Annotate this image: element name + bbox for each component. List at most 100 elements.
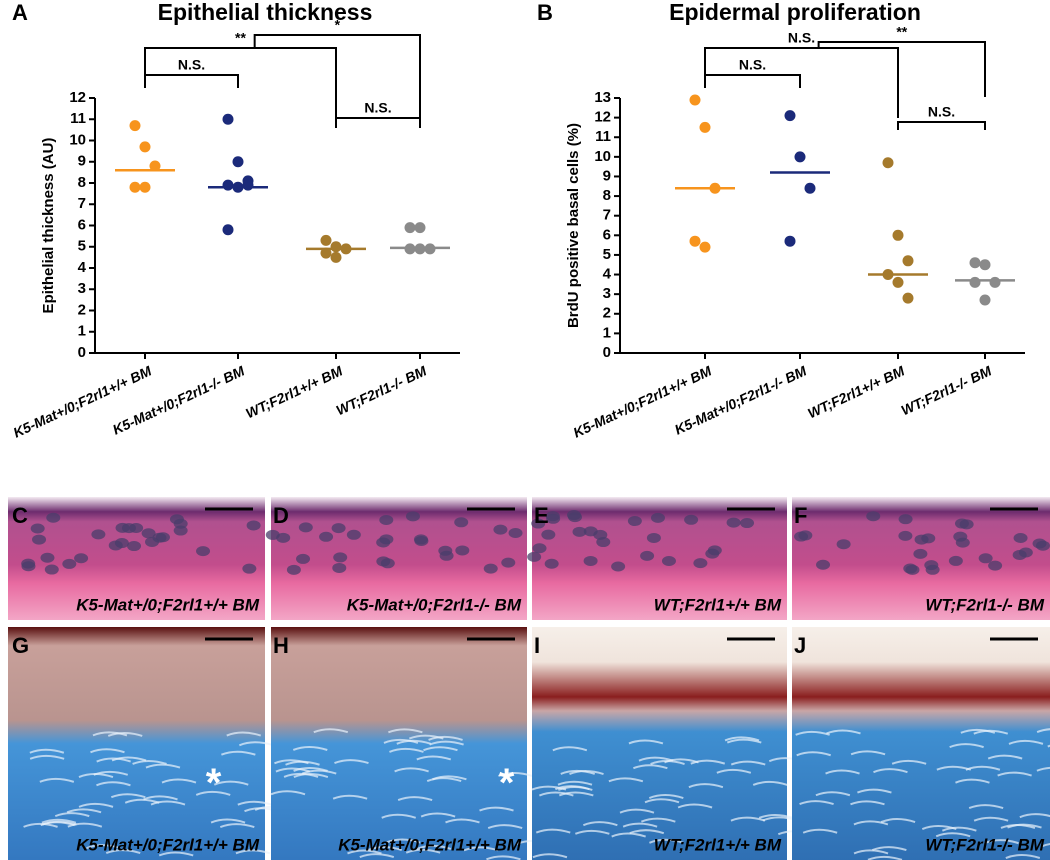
fiber [730, 760, 766, 766]
fiber [195, 790, 231, 796]
y-tick-label: 13 [594, 89, 611, 106]
panel-letter: J [794, 633, 806, 658]
fiber [825, 769, 860, 775]
fiber [611, 832, 646, 838]
fiber [293, 773, 329, 778]
fiber [891, 759, 927, 765]
panel-caption: K5-Mat+/0;F2rl1-/- BM [347, 595, 522, 614]
panel-caption: WT;F2rl1-/- BM [925, 595, 1045, 614]
fiber [973, 729, 1009, 735]
fiber [219, 823, 255, 829]
data-point [804, 182, 816, 194]
fiber [608, 777, 644, 783]
data-point [709, 182, 721, 194]
nucleus [501, 557, 516, 568]
marker: * [499, 761, 515, 805]
panel-letter: B [537, 0, 553, 25]
fiber [535, 828, 571, 834]
nucleus [21, 561, 36, 572]
fiber [973, 816, 1009, 822]
fiber [716, 768, 752, 774]
data-point [699, 121, 711, 133]
fiber [640, 817, 676, 823]
data-point [242, 179, 254, 191]
fiber [531, 785, 567, 791]
fiber [416, 844, 452, 850]
fiber [388, 728, 423, 734]
fiber [235, 849, 271, 855]
data-point [222, 113, 234, 125]
significance-label: ** [896, 24, 907, 40]
data-point [222, 224, 234, 236]
y-tick-label: 7 [78, 195, 86, 212]
data-point [989, 276, 1001, 288]
fiber [389, 747, 424, 753]
data-point [969, 257, 981, 269]
y-tick-label: 11 [70, 110, 86, 127]
fiber [554, 785, 590, 791]
nucleus [455, 545, 470, 556]
micrograph [271, 497, 527, 620]
fiber [633, 764, 668, 770]
data-point [902, 292, 914, 304]
chart-title: Epidermal proliferation [669, 0, 921, 25]
significance-bracket [253, 34, 421, 118]
fiber [629, 829, 665, 835]
panel-letter: F [794, 503, 807, 528]
y-tick-label: 8 [603, 187, 611, 204]
nucleus [145, 536, 160, 547]
nucleus [816, 559, 831, 570]
fiber [936, 765, 972, 771]
fiber [677, 803, 713, 809]
fiber [110, 793, 146, 799]
nucleus [331, 523, 346, 534]
fiber [67, 822, 103, 828]
nucleus [196, 546, 211, 557]
nucleus [32, 534, 47, 545]
nucleus [91, 529, 106, 540]
fiber [283, 772, 319, 778]
fiber [93, 770, 129, 776]
nucleus [905, 564, 920, 575]
fiber [560, 769, 596, 775]
histology-panel: G K5-Mat+/0;F2rl1+/+ BM * [8, 627, 290, 860]
histology-panel: D K5-Mat+/0;F2rl1-/- BM [265, 497, 527, 620]
fiber [558, 791, 594, 797]
fiber [949, 743, 984, 749]
fiber [873, 768, 908, 774]
nucleus [1012, 549, 1027, 560]
nucleus [978, 553, 993, 564]
fiber [935, 832, 971, 838]
data-point [882, 157, 894, 169]
panel-caption: WT;F2rl1+/+ BM [654, 835, 782, 854]
nucleus [379, 514, 394, 525]
y-tick-label: 12 [69, 89, 86, 106]
histology-panel: C K5-Mat+/0;F2rl1+/+ BM [8, 497, 265, 620]
data-point [404, 243, 416, 255]
fiber [42, 820, 77, 826]
fiber [802, 828, 838, 834]
y-tick-label: 9 [603, 167, 611, 184]
nucleus [127, 541, 142, 552]
fiber [213, 780, 249, 786]
fiber [92, 731, 128, 737]
fiber [1041, 843, 1050, 848]
fiber [334, 759, 369, 765]
fiber [552, 746, 588, 752]
fiber [383, 738, 419, 744]
y-tick-label: 0 [603, 344, 611, 361]
data-point [699, 241, 711, 253]
nucleus [693, 558, 708, 569]
nucleus [332, 562, 347, 573]
fiber [826, 729, 861, 735]
fiber [107, 731, 143, 737]
fiber [850, 800, 885, 806]
y-tick-label: 10 [594, 148, 611, 165]
significance-label: N.S. [788, 30, 815, 46]
fiber [158, 851, 194, 857]
fiber [428, 735, 463, 741]
nucleus [155, 532, 170, 543]
fiber [853, 820, 889, 826]
fiber [96, 757, 131, 763]
data-point [902, 255, 914, 267]
